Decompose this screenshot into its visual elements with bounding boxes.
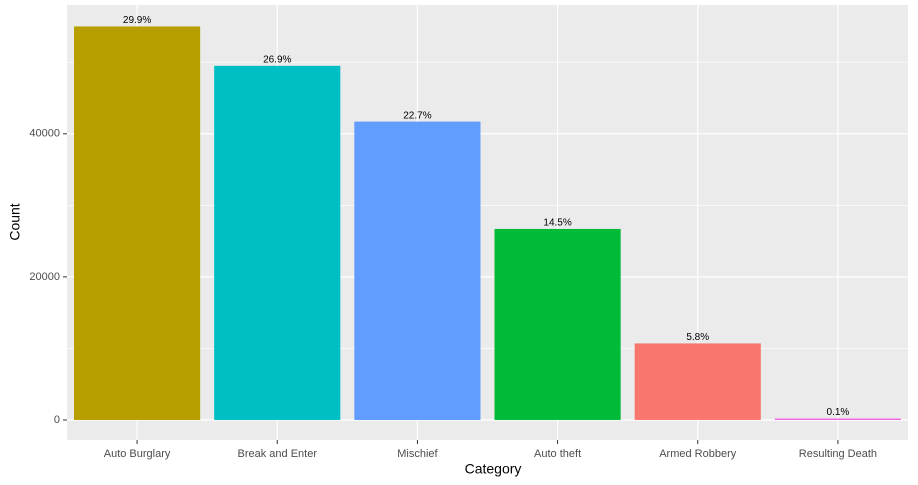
y-axis-title: Count xyxy=(7,203,23,240)
bar-annotation: 0.1% xyxy=(827,407,850,418)
bar xyxy=(774,418,901,420)
x-tick-label: Armed Robbery xyxy=(659,448,737,460)
bar xyxy=(494,228,621,420)
x-axis-title: Category xyxy=(465,461,522,477)
bar-annotation: 5.8% xyxy=(686,332,709,343)
x-tick-label: Mischief xyxy=(397,448,438,460)
y-tick-label: 20000 xyxy=(29,271,60,283)
bar-annotation: 26.9% xyxy=(263,54,291,65)
bar xyxy=(634,343,761,420)
y-tick-label: 0 xyxy=(54,414,60,426)
bar-annotation: 22.7% xyxy=(403,110,431,121)
bar xyxy=(354,121,481,420)
panel xyxy=(67,5,908,440)
x-tick-label: Auto Burglary xyxy=(104,448,171,460)
bar-annotation: 29.9% xyxy=(123,15,151,26)
bar xyxy=(214,65,341,420)
x-tick-label: Resulting Death xyxy=(799,448,877,460)
x-tick-label: Auto theft xyxy=(534,448,581,460)
bar-annotation: 14.5% xyxy=(543,218,571,229)
bar xyxy=(74,26,201,420)
x-tick-label: Break and Enter xyxy=(238,448,318,460)
y-tick-label: 40000 xyxy=(29,128,60,140)
